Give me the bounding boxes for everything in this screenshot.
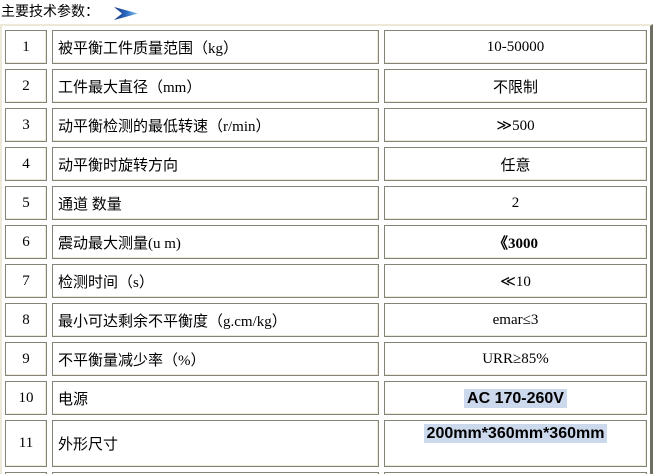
param-label-cell: 通道 数量 <box>52 186 379 220</box>
table-row: 4 动平衡时旋转方向 任意 <box>5 147 647 181</box>
param-label-cell: 动平衡检测的最低转速（r/min） <box>52 108 379 142</box>
param-value: 《3000 <box>492 235 538 252</box>
row-number-cell <box>5 472 47 474</box>
table-row: 10 电源 AC 170-260V <box>5 381 647 415</box>
param-value-cell: 2 <box>384 186 647 220</box>
table-row: 6 震动最大测量(u m) 《3000 <box>5 225 647 259</box>
row-number-cell: 3 <box>5 108 47 142</box>
param-value-cell: ≪10 <box>384 264 647 298</box>
param-value-cell: AC 170-260V <box>384 381 647 415</box>
param-label-cell: 外形尺寸 <box>52 420 379 467</box>
table-row: 2 工件最大直径（mm） 不限制 <box>5 69 647 103</box>
page-header: 主要技术参数： <box>0 0 653 24</box>
row-number-cell: 11 <box>5 420 47 467</box>
param-value: emar≤3 <box>492 311 539 328</box>
param-value-cell: emar≤3 <box>384 303 647 337</box>
table-row: 3 动平衡检测的最低转速（r/min） ≫500 <box>5 108 647 142</box>
param-label-cell: 动平衡时旋转方向 <box>52 147 379 181</box>
row-number-cell: 10 <box>5 381 47 415</box>
param-label-cell <box>52 472 379 474</box>
table-row: 1 被平衡工件质量范围（kg） 10-50000 <box>5 30 647 64</box>
row-number-cell: 9 <box>5 342 47 376</box>
param-value-highlighted: AC 170-260V <box>464 388 567 408</box>
table-row: 11 外形尺寸 200mm*360mm*360mm <box>5 420 647 467</box>
param-value: 不限制 <box>492 79 538 96</box>
param-value: 2 <box>511 194 520 211</box>
param-value: ≪10 <box>500 273 531 290</box>
param-label-cell: 不平衡量减少率（%） <box>52 342 379 376</box>
param-value-highlighted: 200mm*360mm*360mm <box>423 424 608 443</box>
spec-table: 1 被平衡工件质量范围（kg） 10-50000 2 工件最大直径（mm） 不限… <box>0 24 653 474</box>
table-row: 7 检测时间（s） ≪10 <box>5 264 647 298</box>
param-label-cell: 被平衡工件质量范围（kg） <box>52 30 379 64</box>
param-value: 10-50000 <box>486 38 545 55</box>
page-title: 主要技术参数： <box>1 5 99 20</box>
param-value-cell: 10-50000 <box>384 30 647 64</box>
param-value-cell: ≫500 <box>384 108 647 142</box>
param-label-cell: 最小可达剩余不平衡度（g.cm/kg） <box>52 303 379 337</box>
param-label-cell: 电源 <box>52 381 379 415</box>
param-value: 任意 <box>500 157 531 174</box>
row-number-cell: 4 <box>5 147 47 181</box>
param-value-cell: 200mm*360mm*360mm <box>384 420 647 467</box>
row-number-cell: 2 <box>5 69 47 103</box>
row-number-cell: 7 <box>5 264 47 298</box>
param-value-cell: 不限制 <box>384 69 647 103</box>
row-number-cell: 5 <box>5 186 47 220</box>
param-value: ≫500 <box>496 117 535 134</box>
param-label-cell: 震动最大测量(u m) <box>52 225 379 259</box>
param-label-cell: 工件最大直径（mm） <box>52 69 379 103</box>
table-row: 9 不平衡量减少率（%） URR≥85% <box>5 342 647 376</box>
row-number-cell: 8 <box>5 303 47 337</box>
param-value-cell <box>384 472 647 474</box>
table-row: 5 通道 数量 2 <box>5 186 647 220</box>
param-value-cell: URR≥85% <box>384 342 647 376</box>
arrow-icon <box>114 6 138 20</box>
param-value-cell: 任意 <box>384 147 647 181</box>
row-number-cell: 1 <box>5 30 47 64</box>
row-number-cell: 6 <box>5 225 47 259</box>
param-value: URR≥85% <box>482 350 549 367</box>
param-value-cell: 《3000 <box>384 225 647 259</box>
table-row-clipped <box>5 472 647 474</box>
table-row: 8 最小可达剩余不平衡度（g.cm/kg） emar≤3 <box>5 303 647 337</box>
param-label-cell: 检测时间（s） <box>52 264 379 298</box>
